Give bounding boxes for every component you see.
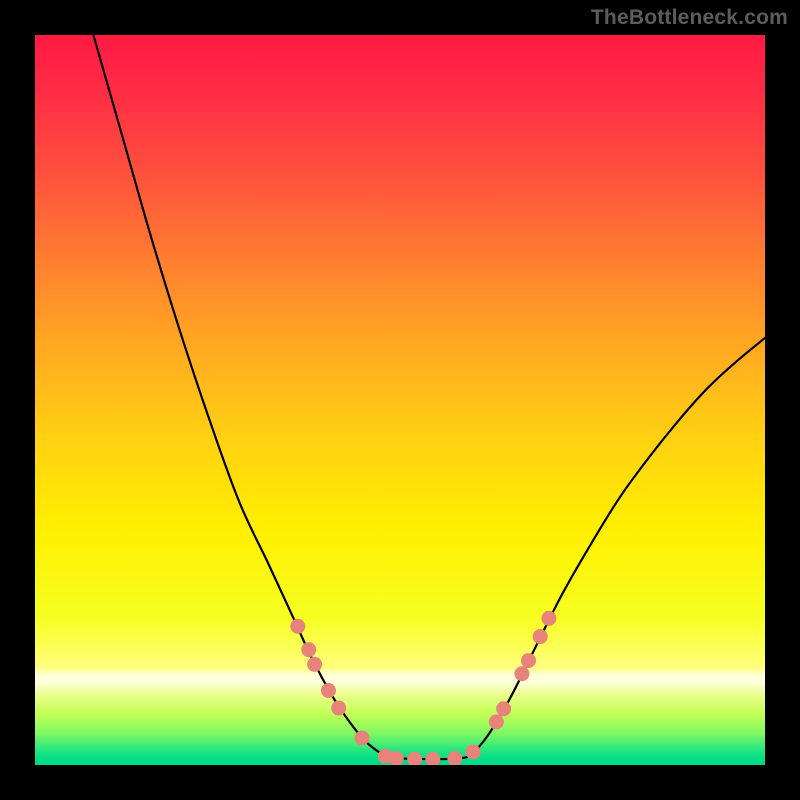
data-marker xyxy=(331,701,346,716)
data-marker xyxy=(301,642,316,657)
data-marker xyxy=(533,629,548,644)
data-marker xyxy=(307,657,322,672)
data-marker xyxy=(466,744,481,759)
data-marker xyxy=(321,683,336,698)
plot-area xyxy=(35,35,765,765)
data-marker xyxy=(521,653,536,668)
data-marker xyxy=(290,619,305,634)
data-marker xyxy=(355,730,370,745)
watermark-text: TheBottleneck.com xyxy=(591,6,788,30)
data-marker xyxy=(514,666,529,681)
chart-container: TheBottleneck.com xyxy=(0,0,800,800)
gradient-background xyxy=(35,35,765,765)
data-marker xyxy=(541,611,556,626)
data-marker xyxy=(489,714,504,729)
data-marker xyxy=(496,701,511,716)
